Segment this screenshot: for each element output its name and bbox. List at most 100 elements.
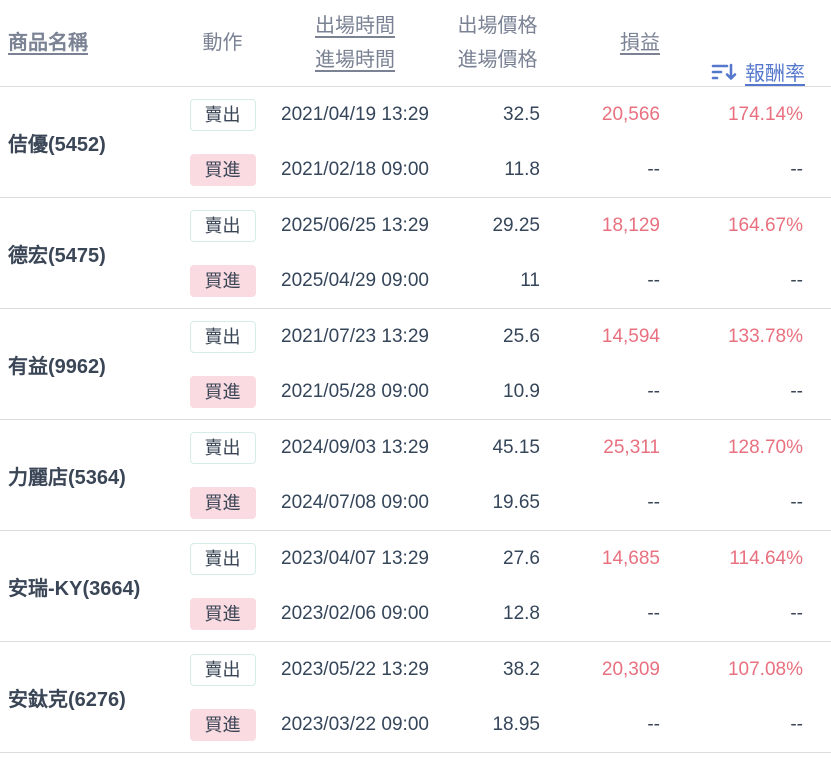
table-row: 德宏(5475) 賣出 買進 2025/06/25 13:29 2025/04/… [0,198,831,309]
return-value: 114.64% [729,547,803,569]
time-cell: 2023/04/07 13:29 2023/02/06 09:00 [260,531,450,641]
return-cell: 107.08% -- [665,642,831,752]
return-value: 174.14% [727,103,803,125]
exit-time: 2023/05/22 13:29 [281,658,429,680]
profit-empty: -- [647,158,660,180]
time-cell: 2024/09/03 13:29 2024/07/08 09:00 [260,420,450,530]
action-cell: 賣出 買進 [185,87,260,197]
action-cell: 賣出 買進 [185,198,260,308]
price-cell: 27.6 12.8 [450,531,545,641]
header-action: 動作 [185,0,260,86]
entry-time: 2021/02/18 09:00 [281,158,429,180]
exit-time: 2024/09/03 13:29 [281,436,429,458]
action-cell: 賣出 買進 [185,531,260,641]
price-cell: 32.5 11.8 [450,87,545,197]
exit-price: 45.15 [492,436,540,458]
sort-profit[interactable]: 損益 [620,32,660,54]
profit-empty: -- [647,380,660,402]
profit-empty: -- [647,269,660,291]
action-cell: 賣出 買進 [185,309,260,419]
entry-price: 18.95 [492,713,540,735]
return-value: 133.78% [727,325,803,347]
return-cell: 128.70% -- [665,420,831,530]
sell-badge: 賣出 [189,431,256,464]
exit-price: 38.2 [503,658,540,680]
entry-price: 10.9 [503,380,540,402]
sort-entry-time[interactable]: 進場時間 [315,49,395,71]
profit-cell: 20,309 -- [545,642,665,752]
header-return-rate: 報酬率 [665,0,831,86]
entry-time: 2025/04/29 09:00 [281,269,429,291]
price-cell: 45.15 19.65 [450,420,545,530]
header-product-name: 商品名稱 [0,0,185,86]
header-action-label: 動作 [202,32,243,54]
return-value: 164.67% [727,214,803,236]
return-empty: -- [790,602,803,624]
sell-badge: 賣出 [189,98,256,131]
profit-empty: -- [647,491,660,513]
profit-value: 18,129 [601,214,660,236]
return-cell: 174.14% -- [665,87,831,197]
profit-value: 14,594 [601,325,660,347]
sort-product-name[interactable]: 商品名稱 [8,32,88,54]
exit-time: 2021/04/19 13:29 [281,103,429,125]
profit-value: 20,309 [601,658,660,680]
entry-time: 2023/02/06 09:00 [281,602,429,624]
buy-badge: 買進 [189,486,256,519]
profit-cell: 18,129 -- [545,198,665,308]
time-cell: 2021/04/19 13:29 2021/02/18 09:00 [260,87,450,197]
exit-price: 25.6 [503,325,540,347]
return-value: 107.08% [727,658,803,680]
sell-badge: 賣出 [189,320,256,353]
product-name: 力麗店(5364) [8,466,126,489]
entry-price: 19.65 [492,491,540,513]
return-cell: 114.64% -- [665,531,831,641]
return-cell: 133.78% -- [665,309,831,419]
sort-descending-icon[interactable] [710,58,738,86]
price-cell: 38.2 18.95 [450,642,545,752]
table-header: 商品名稱 動作 出場時間 進場時間 出場價格 進場價格 損益 [0,0,831,87]
return-empty: -- [790,158,803,180]
price-cell: 25.6 10.9 [450,309,545,419]
time-cell: 2021/07/23 13:29 2021/05/28 09:00 [260,309,450,419]
table-row: 安瑞-KY(3664) 賣出 買進 2023/04/07 13:29 2023/… [0,531,831,642]
profit-value: 14,685 [601,547,660,569]
profit-cell: 14,594 -- [545,309,665,419]
entry-price: 11 [520,269,540,291]
product-name: 德宏(5475) [8,244,106,267]
profit-empty: -- [647,713,660,735]
table-row: 佶優(5452) 賣出 買進 2021/04/19 13:29 2021/02/… [0,87,831,198]
product-name: 安瑞-KY(3664) [8,577,141,600]
exit-time: 2021/07/23 13:29 [281,325,429,347]
profit-cell: 14,685 -- [545,531,665,641]
return-value: 128.70% [727,436,803,458]
profit-value: 25,311 [603,436,660,458]
header-entry-price-label: 進場價格 [457,49,538,71]
header-time: 出場時間 進場時間 [260,0,450,86]
header-price: 出場價格 進場價格 [450,0,545,86]
table-row: 安鈦克(6276) 賣出 買進 2023/05/22 13:29 2023/03… [0,642,831,753]
product-name: 佶優(5452) [8,133,106,156]
sort-return-rate[interactable]: 報酬率 [745,63,805,85]
buy-badge: 買進 [189,153,256,186]
header-profit: 損益 [545,0,665,86]
return-cell: 164.67% -- [665,198,831,308]
exit-price: 27.6 [503,547,540,569]
exit-price: 32.5 [503,103,540,125]
buy-badge: 買進 [189,708,256,741]
product-name: 安鈦克(6276) [8,688,126,711]
entry-time: 2021/05/28 09:00 [281,380,429,402]
entry-time: 2024/07/08 09:00 [281,491,429,513]
sell-badge: 賣出 [189,209,256,242]
entry-price: 11.8 [504,158,540,180]
return-empty: -- [790,380,803,402]
product-name: 有益(9962) [8,355,106,378]
profit-value: 20,566 [601,103,660,125]
table-row: 力麗店(5364) 賣出 買進 2024/09/03 13:29 2024/07… [0,420,831,531]
sell-badge: 賣出 [189,653,256,686]
action-cell: 賣出 買進 [185,642,260,752]
sell-badge: 賣出 [189,542,256,575]
sort-exit-time[interactable]: 出場時間 [315,15,395,37]
profit-cell: 25,311 -- [545,420,665,530]
